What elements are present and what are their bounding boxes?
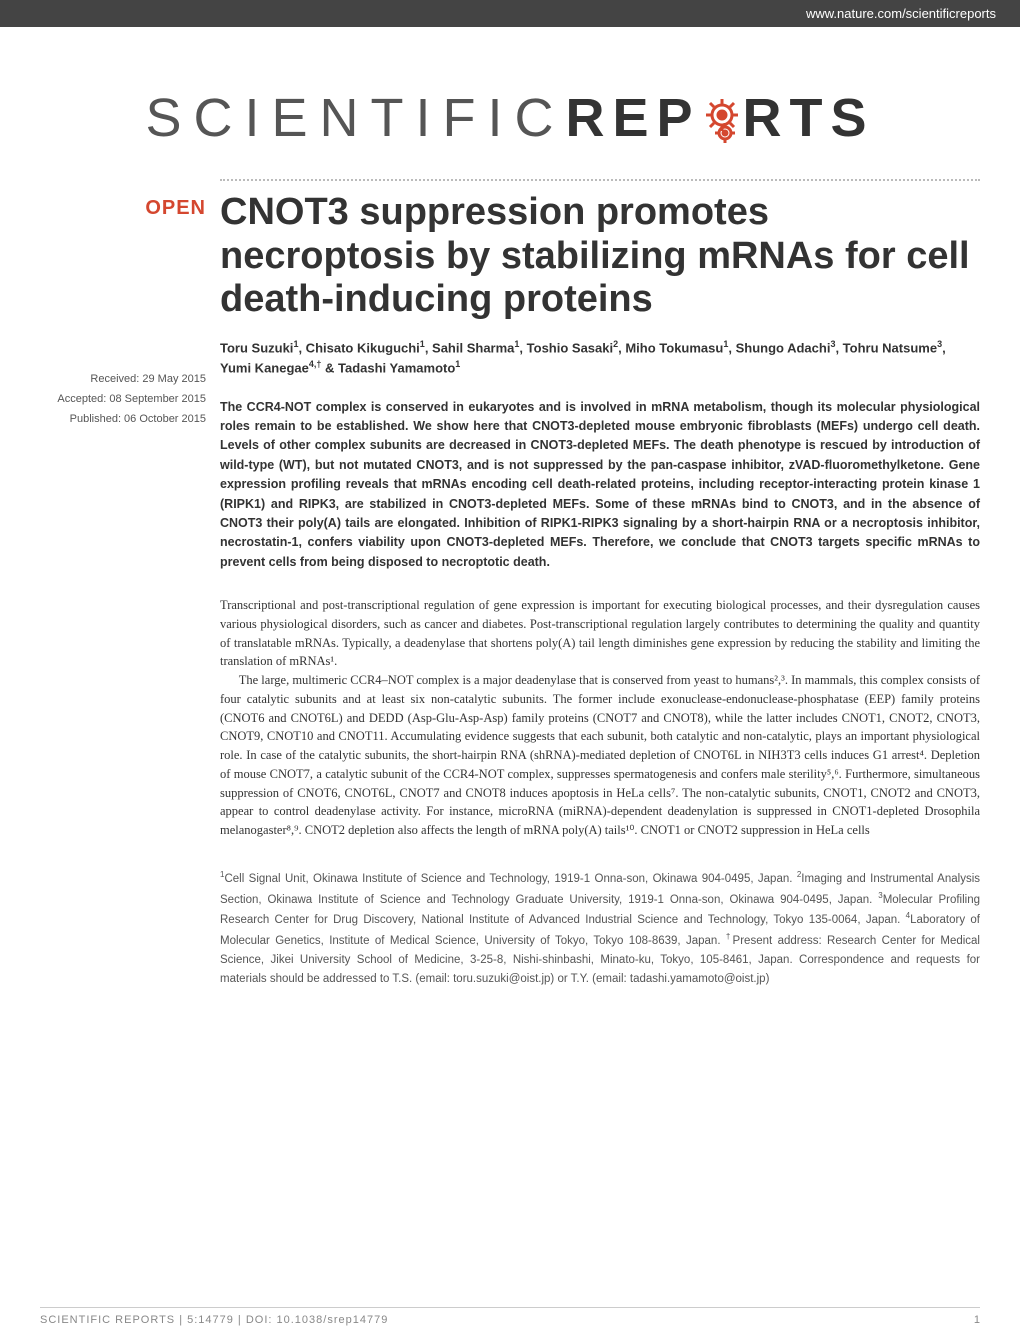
- published-date: Published: 06 October 2015: [40, 410, 206, 430]
- meta-dates: Received: 29 May 2015 Accepted: 08 Septe…: [40, 370, 206, 429]
- dotted-divider: [220, 179, 980, 181]
- logo-rts: RTS: [743, 87, 875, 149]
- gear-icon: [697, 93, 747, 143]
- abstract: The CCR4-NOT complex is conserved in euk…: [220, 398, 980, 572]
- footer: SCIENTIFIC REPORTS | 5:14779 | DOI: 10.1…: [40, 1307, 980, 1326]
- header-bar: www.nature.com/scientificreports: [0, 0, 1020, 27]
- body-text: Transcriptional and post-transcriptional…: [220, 596, 980, 840]
- header-url[interactable]: www.nature.com/scientificreports: [806, 6, 996, 21]
- accepted-date: Accepted: 08 September 2015: [40, 390, 206, 410]
- left-column: OPEN Received: 29 May 2015 Accepted: 08 …: [40, 191, 220, 989]
- page-number: 1: [974, 1314, 980, 1326]
- logo-rep: REP: [565, 87, 700, 149]
- content-wrap: OPEN Received: 29 May 2015 Accepted: 08 …: [0, 191, 1020, 989]
- received-date: Received: 29 May 2015: [40, 370, 206, 390]
- author-list: Toru Suzuki1, Chisato Kikuguchi1, Sahil …: [220, 338, 980, 378]
- article-title: CNOT3 suppression promotes necroptosis b…: [220, 191, 980, 322]
- body-paragraph-1: Transcriptional and post-transcriptional…: [220, 596, 980, 671]
- logo-scientific: SCIENTIFIC: [145, 87, 565, 149]
- footer-citation: SCIENTIFIC REPORTS | 5:14779 | DOI: 10.1…: [40, 1314, 388, 1326]
- journal-logo: SCIENTIFIC REP RTS: [40, 87, 980, 149]
- affiliations: 1Cell Signal Unit, Okinawa Institute of …: [220, 868, 980, 989]
- body-paragraph-2: The large, multimeric CCR4–NOT complex i…: [220, 671, 980, 840]
- open-badge: OPEN: [40, 197, 206, 220]
- right-column: CNOT3 suppression promotes necroptosis b…: [220, 191, 980, 989]
